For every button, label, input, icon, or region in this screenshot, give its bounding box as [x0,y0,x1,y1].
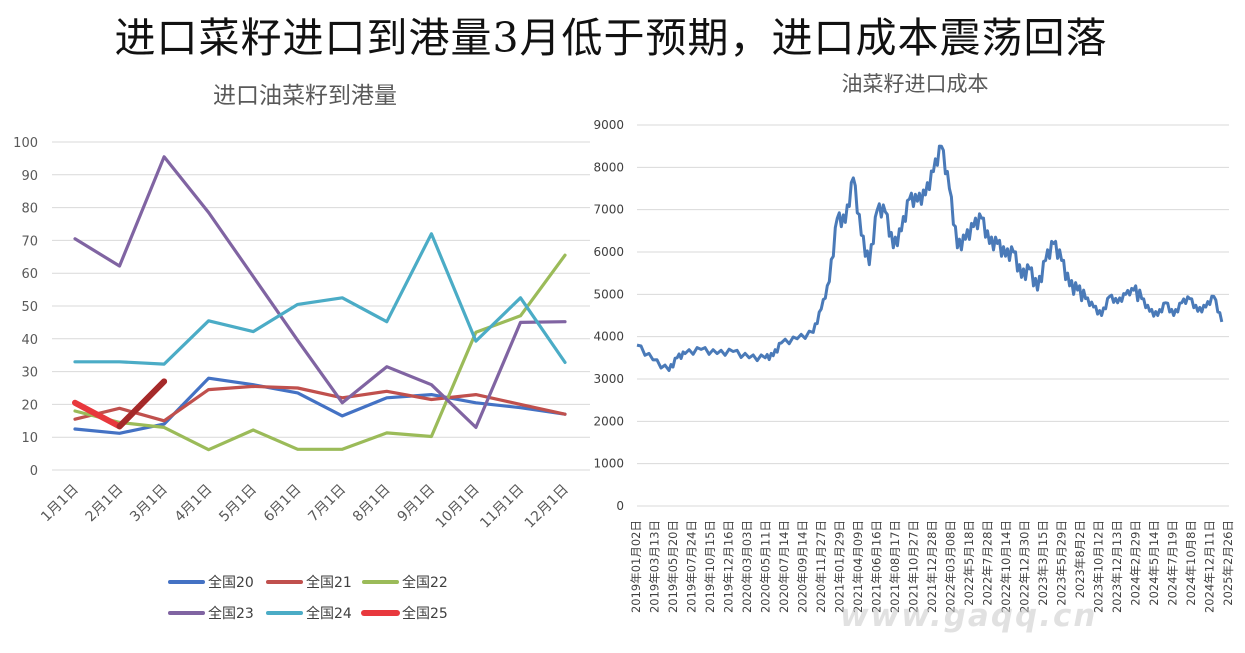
arrivals-y-tick-label: 70 [21,234,38,249]
arrivals-y-tick-label: 20 [21,398,38,413]
arrivals-series-tail [116,378,168,430]
page-title: 进口菜籽进口到港量3月低于预期，进口成本震荡回落 [114,14,1108,62]
legend-label-3: 全国22 [402,574,448,591]
cost-x-tick-label: 2020年05月11日 [759,520,773,613]
cost-x-tick-label: 2023年10月12日 [1092,520,1106,613]
cost-y-tick-label: 2000 [593,414,624,428]
arrivals-x-tick-label: 2月1日 [83,482,127,526]
cost-series [636,144,1224,372]
arrivals-x-tick-label: 12月1日 [522,482,572,532]
cost-x-tick-label: 2020年07月14日 [777,520,791,613]
arrivals-chart-panel: 进口油菜籽到港量 0 10 20 30 40 50 60 70 80 90 100 1月1日 2月1日… [0,62,592,649]
cost-x-tick-label: 2023年3月15日 [1036,520,1050,606]
cost-series-line [636,144,1224,372]
legend-label-4: 全国23 [208,605,254,622]
cost-x-tick-label: 2021年12月28日 [925,520,939,613]
cost-x-tick-label: 2021年01月29日 [833,520,847,613]
cost-x-tick-label: 2019年10月15日 [703,520,717,613]
arrivals-x-tick-label: 1月1日 [38,482,82,526]
cost-x-tick-label: 2023年12月13日 [1110,520,1124,613]
cost-x-tick-label: 2019年03月13日 [648,520,662,613]
arrivals-chart-title: 进口油菜籽到港量 [213,83,397,109]
arrivals-x-tick-label: 7月1日 [305,482,349,526]
cost-y-tick-label: 4000 [593,330,624,344]
arrivals-x-tick-label: 5月1日 [216,482,260,526]
cost-x-tick-label: 2022年10月14日 [999,520,1013,613]
cost-x-tick-label: 2019年12月16日 [722,520,736,613]
arrivals-x-tick-label: 4月1日 [172,482,216,526]
cost-x-axis: 2019年01月02日 2019年03月13日 2019年05月20日 2019年07… [629,520,1235,613]
cost-x-tick-label: 2024年7月19日 [1166,520,1180,606]
arrivals-y-tick-label: 30 [21,366,38,381]
cost-x-tick-label: 2020年03月03日 [740,520,754,613]
import-cost-chart-title: 油菜籽进口成本 [842,72,989,96]
arrivals-x-tick-label: 10月1日 [433,482,483,532]
watermark-text: www.gaqq.cn [840,598,1098,634]
cost-x-tick-label: 2019年05月20日 [666,520,680,613]
cost-x-tick-label: 2021年04月09日 [851,520,865,613]
arrivals-series-line-2 [73,384,567,423]
cost-x-tick-label: 2020年11月27日 [814,520,828,613]
cost-y-tick-label: 5000 [593,287,624,301]
cost-x-tick-label: 2024年12月11日 [1203,520,1217,613]
cost-x-tick-label: 2022年12月30日 [1018,520,1032,613]
arrivals-legend: 全国20 全国21 全国22 全国23 全国24 全国25 [168,574,448,622]
cost-x-tick-label: 2019年01月02日 [629,520,643,613]
cost-x-tick-label: 2022年03月08日 [944,520,958,613]
cost-y-tick-label: 6000 [593,245,624,259]
arrivals-y-tick-label: 80 [21,202,38,217]
cost-y-tick-label: 3000 [593,372,624,386]
cost-y-tick-label: 1000 [593,457,624,471]
cost-x-tick-label: 2023年8月2日 [1073,520,1087,598]
arrivals-series-line-5 [73,232,567,366]
arrivals-y-tick-label: 100 [13,136,38,151]
cost-x-tick-label: 2024年2月29日 [1129,520,1143,606]
cost-x-tick-label: 2023年5月29日 [1055,520,1069,606]
arrivals-y-tick-label: 0 [30,464,38,479]
arrivals-gridlines [52,141,590,471]
cost-x-tick-label: 2024年10月8日 [1184,520,1198,606]
arrivals-x-tick-label: 8月1日 [350,482,394,526]
legend-label-2: 全国21 [306,574,352,591]
arrivals-y-axis: 0 10 20 30 40 50 60 70 80 90 100 [13,136,38,479]
arrivals-y-tick-label: 90 [21,169,38,184]
legend-label-1: 全国20 [208,574,254,591]
cost-x-tick-label: 2021年08月17日 [888,520,902,613]
arrivals-x-tick-label: 3月1日 [127,482,171,526]
legend-label-5: 全国24 [306,605,352,622]
cost-gridlines [637,124,1229,507]
arrivals-series [72,155,567,452]
cost-x-tick-label: 2019年07月24日 [685,520,699,613]
cost-x-tick-label: 2025年2月26日 [1221,520,1235,606]
cost-x-tick-label: 2022年5月18日 [962,520,976,606]
arrivals-series-line-3 [73,253,567,452]
cost-x-tick-label: 2021年10月27日 [907,520,921,613]
import-cost-chart: 油菜籽进口成本 0 1000 2000 3000 4000 5000 6000 7000 800… [593,72,1235,613]
arrivals-y-tick-label: 60 [21,267,38,282]
arrivals-y-tick-label: 10 [21,431,38,446]
arrivals-x-tick-label: 6月1日 [261,482,305,526]
arrivals-y-tick-label: 50 [21,300,38,315]
cost-y-tick-label: 8000 [593,160,624,174]
cost-y-tick-label: 9000 [593,118,624,132]
cost-y-tick-label: 0 [616,499,624,513]
arrivals-x-axis: 1月1日 2月1日 3月1日 4月1日 5月1日 6月1日 7月1日 8月1日 9月1日10月1… [38,482,572,532]
arrivals-chart: 进口油菜籽到港量 0 10 20 30 40 50 60 70 80 90 100 1月1日 2月1日… [13,83,590,622]
arrivals-y-tick-label: 40 [21,333,38,348]
legend-label-6: 全国25 [402,605,448,622]
import-cost-chart-panel: 油菜籽进口成本 0 1000 2000 3000 4000 5000 6000 7000 800… [592,62,1245,649]
cost-x-tick-label: 2022年7月28日 [981,520,995,606]
cost-x-tick-label: 2020年09月14日 [796,520,810,613]
cost-y-tick-label: 7000 [593,203,624,217]
arrivals-x-tick-label: 9月1日 [394,482,438,526]
cost-x-tick-label: 2021年06月16日 [870,520,884,613]
cost-x-tick-label: 2024年5月14日 [1147,520,1161,606]
cost-y-axis: 0 1000 2000 3000 4000 5000 6000 7000 8000 9000 [593,118,624,513]
arrivals-x-tick-label: 11月1日 [477,482,527,532]
arrivals-series-line-4 [73,155,567,429]
